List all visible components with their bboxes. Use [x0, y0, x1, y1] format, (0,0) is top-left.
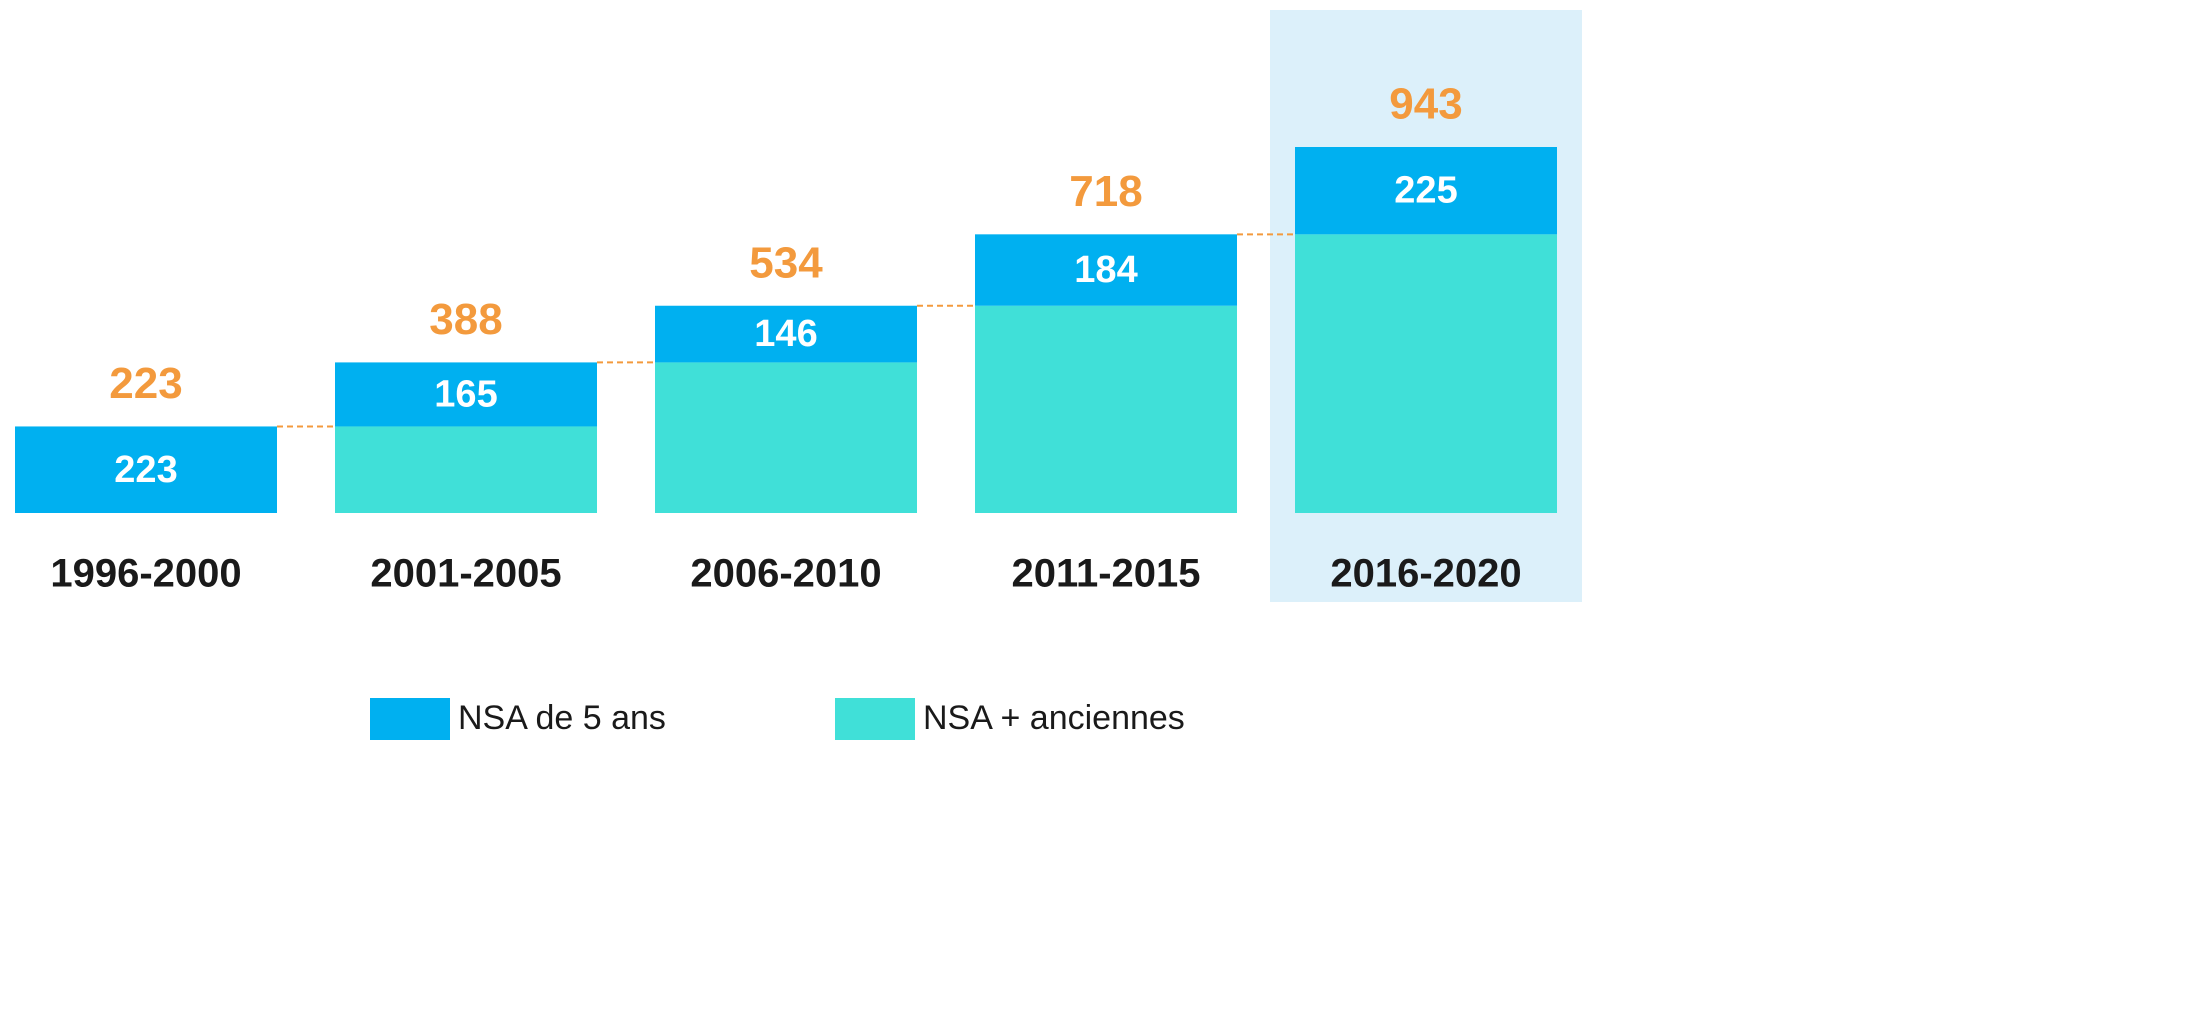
- bar-segment: [655, 305, 917, 363]
- total-label: 943: [1389, 80, 1462, 129]
- segment-label: 146: [754, 313, 817, 355]
- segment-label: 184: [1074, 249, 1137, 291]
- x-tick-label: 1996-2000: [50, 552, 241, 596]
- bar-segment: [335, 362, 597, 427]
- legend-swatch: [835, 698, 915, 740]
- total-label: 718: [1069, 167, 1142, 216]
- segment-label: 223: [114, 449, 177, 491]
- bar-segment: [975, 234, 1237, 306]
- x-tick-label: 2016-2020: [1330, 552, 1521, 596]
- bar-segment: [655, 362, 917, 513]
- bar-segment: [1295, 147, 1557, 235]
- x-tick-label: 2011-2015: [1011, 552, 1200, 596]
- segment-label: 165: [434, 373, 497, 415]
- total-label: 223: [109, 359, 182, 408]
- segment-label: 225: [1394, 170, 1457, 212]
- legend-swatch: [370, 698, 450, 740]
- total-label: 388: [429, 295, 502, 344]
- x-tick-label: 2001-2005: [370, 552, 561, 596]
- bar-segment: [975, 305, 1237, 513]
- legend-label: NSA de 5 ans: [458, 699, 666, 737]
- total-label: 534: [749, 238, 823, 287]
- bar-segment: [1295, 234, 1557, 513]
- bar-segment: [335, 426, 597, 513]
- legend-label: NSA + anciennes: [923, 699, 1185, 737]
- bar-segment: [15, 426, 277, 513]
- x-tick-label: 2006-2010: [690, 552, 881, 596]
